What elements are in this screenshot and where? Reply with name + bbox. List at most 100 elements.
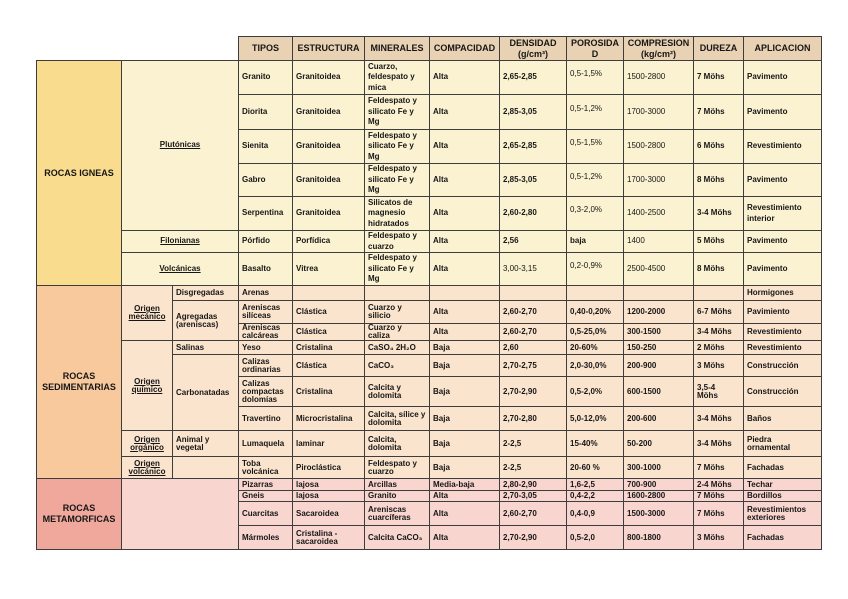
cell-marmoles-aplicacion: Fachadas bbox=[743, 525, 822, 550]
cell-porfido-compacidad: Alta bbox=[429, 230, 500, 253]
cell-lumaquela-tipos: Lumaquela bbox=[238, 430, 293, 457]
cell-gabro-estructura: Granitoidea bbox=[292, 163, 365, 197]
family-label-plutonicas: Plutónicas bbox=[121, 60, 239, 231]
cell-arenas-minerales bbox=[364, 285, 430, 301]
cell-toba-volcanica-porosidad: 20-60 % bbox=[566, 456, 624, 479]
cell-sienita-densidad: 2,65-2,85 bbox=[499, 129, 567, 164]
table-row: Diorita Granitoidea Feldespato y silicat… bbox=[37, 94, 822, 130]
cell-marmoles-densidad: 2,70-2,90 bbox=[499, 525, 567, 550]
cell-diorita-aplicacion: Pavimento bbox=[743, 94, 822, 130]
column-header-compacidad: COMPACIDAD bbox=[429, 36, 500, 61]
cell-porfido-densidad: 2,56 bbox=[499, 230, 567, 253]
cell-basalto-estructura: Vitrea bbox=[292, 252, 365, 286]
cell-pizarras-minerales: Arcillas bbox=[364, 478, 430, 491]
subtype-label-salinas: Salinas bbox=[172, 340, 239, 355]
cell-areniscas-calcareas-minerales: Cuarzo y caliza bbox=[364, 323, 430, 341]
cell-toba-volcanica-minerales: Feldespato y cuarzo bbox=[364, 456, 430, 479]
cell-arenas-tipos: Arenas bbox=[238, 285, 293, 301]
table-row: ROCAS IGNEAS Plutónicas Granito Granitoi… bbox=[36, 60, 822, 286]
cell-calizas-ordinarias-dureza: 3 Möhs bbox=[693, 354, 744, 377]
column-header-compresion: COMPRESION (kg/cm²) bbox=[623, 36, 694, 61]
cell-lumaquela-porosidad: 15-40% bbox=[566, 430, 624, 457]
cell-sienita-dureza: 6 Möhs bbox=[693, 129, 744, 164]
cell-cuarcitas-aplicacion: Revestimientos exteriores bbox=[743, 501, 822, 526]
section-label-rocas-igneas: ROCAS IGNEAS bbox=[36, 60, 122, 286]
table-row: Gneis lajosa Granito Alta 2,70-3,05 0,4-… bbox=[37, 490, 822, 502]
cell-granito-aplicacion: Pavimento bbox=[743, 60, 822, 95]
cell-porfido-porosidad: baja bbox=[566, 230, 624, 253]
cell-travertino-tipos: Travertino bbox=[238, 406, 293, 431]
table-row: Sienita Granitoidea Feldespato y silicat… bbox=[37, 129, 822, 164]
cell-basalto-densidad: 3,00-3,15 bbox=[499, 252, 567, 286]
cell-pizarras-densidad: 2,80-2,90 bbox=[499, 478, 567, 491]
cell-granito-tipos: Granito bbox=[238, 60, 293, 95]
cell-gneis-compacidad: Alta bbox=[429, 490, 500, 502]
cell-toba-volcanica-dureza: 7 Möhs bbox=[693, 456, 744, 479]
cell-granito-densidad: 2,65-2,85 bbox=[499, 60, 567, 95]
cell-serpentina-aplicacion: Revestimiento interior bbox=[743, 196, 822, 231]
cell-serpentina-compresion: 1400-2500 bbox=[623, 196, 694, 231]
cell-areniscas-calcareas-aplicacion: Revestimiento bbox=[743, 323, 822, 341]
cell-cuarcitas-tipos: Cuarcitas bbox=[238, 501, 293, 526]
header-row: TIPOS ESTRUCTURA MINERALES COMPACIDAD DE… bbox=[36, 36, 822, 61]
cell-yeso-aplicacion: Revestimiento bbox=[743, 340, 822, 355]
cell-yeso-tipos: Yeso bbox=[238, 340, 293, 355]
cell-granito-compresion: 1500-2800 bbox=[623, 60, 694, 95]
cell-travertino-compresion: 200-600 bbox=[623, 406, 694, 431]
cell-calizas-compactas-porosidad: 0,5-2,0% bbox=[566, 376, 624, 407]
cell-porfido-tipos: Pórfido bbox=[238, 230, 293, 253]
subtype-label-volcanico-empty bbox=[172, 456, 239, 479]
cell-gneis-dureza: 7 Möhs bbox=[693, 490, 744, 502]
family-label-volcanicas: Volcánicas bbox=[121, 252, 239, 286]
cell-toba-volcanica-densidad: 2-2,5 bbox=[499, 456, 567, 479]
cell-serpentina-dureza: 3-4 Möhs bbox=[693, 196, 744, 231]
cell-toba-volcanica-tipos: Toba volcánica bbox=[238, 456, 293, 479]
cell-calizas-compactas-tipos: Calizas compactas dolomías bbox=[238, 376, 293, 407]
cell-diorita-densidad: 2,85-3,05 bbox=[499, 94, 567, 130]
subtype-label-agregadas: Agregadas (areniscas) bbox=[172, 300, 239, 341]
cell-cuarcitas-compresion: 1500-3000 bbox=[623, 501, 694, 526]
cell-gneis-densidad: 2,70-3,05 bbox=[499, 490, 567, 502]
cell-toba-volcanica-compresion: 300-1000 bbox=[623, 456, 694, 479]
cell-gneis-aplicacion: Bordillos bbox=[743, 490, 822, 502]
cell-serpentina-porosidad: 0,3-2,0% bbox=[566, 196, 624, 231]
cell-gabro-minerales: Feldespato y silicato Fe y Mg bbox=[364, 163, 430, 197]
rock-classification-table: TIPOS ESTRUCTURA MINERALES COMPACIDAD DE… bbox=[36, 36, 822, 550]
cell-diorita-tipos: Diorita bbox=[238, 94, 293, 130]
cell-serpentina-minerales: Silicatos de magnesio hidratados bbox=[364, 196, 430, 231]
cell-granito-estructura: Granitoidea bbox=[292, 60, 365, 95]
cell-calizas-ordinarias-densidad: 2,70-2,75 bbox=[499, 354, 567, 377]
cell-areniscas-siliceas-tipos: Areniscas silíceas bbox=[238, 300, 293, 324]
cell-gneis-estructura: lajosa bbox=[292, 490, 365, 502]
column-header-porosidad: POROSIDAD bbox=[566, 36, 624, 61]
cell-serpentina-densidad: 2,60-2,80 bbox=[499, 196, 567, 231]
cell-sienita-estructura: Granitoidea bbox=[292, 129, 365, 164]
cell-pizarras-dureza: 2-4 Möhs bbox=[693, 478, 744, 491]
cell-toba-volcanica-aplicacion: Fachadas bbox=[743, 456, 822, 479]
cell-toba-volcanica-estructura: Piroclástica bbox=[292, 456, 365, 479]
cell-areniscas-calcareas-porosidad: 0,5-25,0% bbox=[566, 323, 624, 341]
cell-areniscas-siliceas-compacidad: Alta bbox=[429, 300, 500, 324]
cell-marmoles-dureza: 3 Möhs bbox=[693, 525, 744, 550]
cell-arenas-aplicacion: Hormigones bbox=[743, 285, 822, 301]
cell-calizas-ordinarias-aplicacion: Construcción bbox=[743, 354, 822, 377]
cell-marmoles-estructura: Cristalina - sacaroidea bbox=[292, 525, 365, 550]
cell-cuarcitas-dureza: 7 Möhs bbox=[693, 501, 744, 526]
cell-marmoles-compacidad: Alta bbox=[429, 525, 500, 550]
cell-calizas-compactas-compresion: 600-1500 bbox=[623, 376, 694, 407]
subtype-label-carbonatadas: Carbonatadas bbox=[172, 354, 239, 431]
cell-lumaquela-estructura: laminar bbox=[292, 430, 365, 457]
column-header-aplicacion: APLICACION bbox=[743, 36, 822, 61]
cell-arenas-porosidad bbox=[566, 285, 624, 301]
cell-areniscas-calcareas-compresion: 300-1500 bbox=[623, 323, 694, 341]
cell-travertino-dureza: 3-4 Möhs bbox=[693, 406, 744, 431]
origin-label-volcanico: Origen volcánico bbox=[121, 456, 173, 479]
cell-areniscas-calcareas-densidad: 2,60-2,70 bbox=[499, 323, 567, 341]
cell-gabro-aplicacion: Pavimento bbox=[743, 163, 822, 197]
cell-gabro-compresion: 1700-3000 bbox=[623, 163, 694, 197]
table-row: Mármoles Cristalina - sacaroidea Calcita… bbox=[37, 525, 822, 550]
cell-areniscas-siliceas-estructura: Clástica bbox=[292, 300, 365, 324]
table-row: Agregadas (areniscas) Areniscas silíceas… bbox=[37, 300, 822, 341]
cell-calizas-ordinarias-tipos: Calizas ordinarias bbox=[238, 354, 293, 377]
cell-basalto-dureza: 8 Möhs bbox=[693, 252, 744, 286]
